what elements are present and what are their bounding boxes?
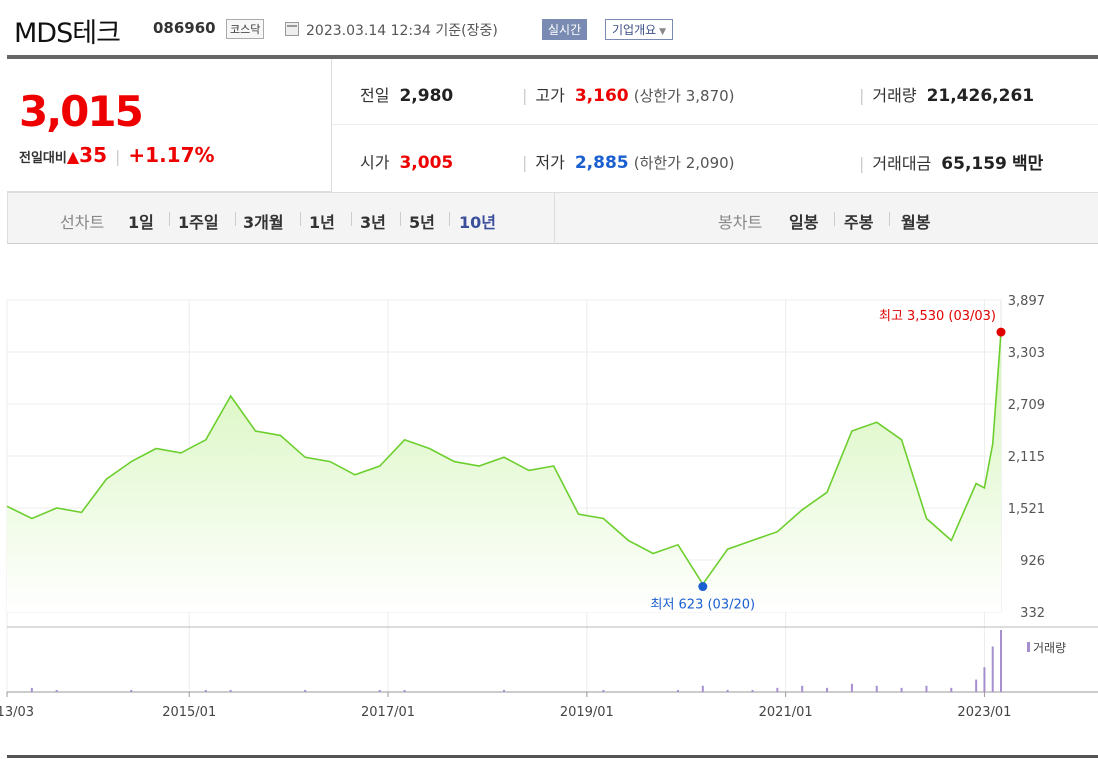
company-name: MDS테크 [14, 18, 121, 49]
period-10y[interactable]: 10년 [459, 213, 496, 232]
volume-bar [676, 689, 679, 692]
volume-bar [925, 685, 928, 692]
high-annotation: 최고 3,530 (03/03) [879, 309, 996, 324]
low-annotation: 최저 623 (03/20) [650, 598, 755, 613]
volume-bar [503, 689, 505, 692]
volume-bar [403, 689, 406, 692]
stock-header: MDS테크 086960 코스닥 2023.03.14 12:34 기준(장중)… [0, 0, 1098, 50]
volume-bar [55, 689, 58, 692]
x-tick-label: 2023/01 [957, 705, 1011, 720]
price-line [6, 332, 1002, 586]
volume-bar [726, 689, 729, 692]
candle-chart-label: 봉차트 [718, 213, 763, 232]
period-3m[interactable]: 3개월 [243, 213, 284, 232]
volume-bar [991, 646, 994, 692]
x-tick-label: 2017/01 [361, 705, 415, 720]
candle-monthly[interactable]: 월봉 [901, 213, 931, 232]
trade-amount: | 거래대금 65,159 백만 [859, 154, 1044, 174]
volume-bar [378, 689, 381, 692]
y-tick-label: 926 [1020, 554, 1045, 569]
volume: | 거래량 21,426,261 [859, 86, 1035, 106]
volume-bar [751, 689, 754, 692]
y-tick-label: 3,897 [1008, 294, 1045, 309]
x-tick-label: 2021/01 [759, 705, 813, 720]
low-marker [698, 582, 708, 592]
price-chart-svg: 3,897 3,303 2,709 2,115 1,521 926 332 2013/03 20… [0, 294, 1098, 720]
open-price: 시가 3,005 [360, 153, 454, 173]
volume-legend-swatch [1027, 642, 1030, 652]
calendar-icon [285, 22, 299, 36]
company-overview-label: 기업개요 [612, 23, 657, 37]
y-tick-label: 332 [1020, 606, 1045, 621]
bottom-divider [7, 755, 1098, 758]
change-value: 35 [79, 143, 107, 167]
quote-grid: 전일 2,980 | 고가 3,160 (상한가 3,870) | 거래량 21,426,… [332, 59, 1098, 192]
volume-bar [983, 667, 986, 692]
change-percent: +1.17% [128, 143, 215, 167]
x-tick-label: 2015/01 [162, 705, 216, 720]
high-price: | 고가 3,160 (상한가 3,870) [522, 86, 735, 106]
volume-bar [826, 687, 829, 692]
y-tick-label: 3,303 [1008, 346, 1045, 361]
stock-code: 086960 [153, 19, 216, 37]
candle-weekly[interactable]: 주봉 [844, 213, 874, 232]
price-chart[interactable]: 3,897 3,303 2,709 2,115 1,521 926 332 2013/03 20… [0, 286, 1098, 726]
current-price: 3,015 [19, 87, 144, 136]
price-area [7, 332, 1001, 612]
y-tick-label: 2,115 [1008, 450, 1045, 465]
up-arrow-icon: ▲ [66, 147, 80, 166]
x-tick-label: 2013/03 [0, 705, 34, 720]
market-badge: 코스닥 [226, 19, 265, 39]
volume-bar [875, 685, 878, 692]
line-chart-label: 선차트 [60, 213, 105, 232]
prev-close: 전일 2,980 [360, 86, 454, 106]
volume-bar [801, 685, 804, 692]
quote-row: 시가 3,005 | 저가 2,885 (하한가 2,090) | 거래대금 65,159… [332, 126, 1098, 192]
volume-bar [1000, 630, 1002, 692]
volume-bar [950, 687, 953, 692]
change-label: 전일대비 [19, 151, 67, 166]
low-price: | 저가 2,885 (하한가 2,090) [522, 153, 735, 173]
period-1w[interactable]: 1주일 [178, 213, 219, 232]
volume-bar [701, 685, 704, 692]
volume-bar [975, 679, 978, 692]
volume-bar [204, 689, 207, 692]
volume-bar [130, 689, 133, 692]
period-5y[interactable]: 5년 [409, 213, 435, 232]
timestamp: 2023.03.14 12:34 기준(장중) [306, 23, 498, 39]
volume-bar [900, 687, 903, 692]
change-row: 전일대비▲35 | +1.17% [19, 143, 215, 167]
candle-daily[interactable]: 일봉 [789, 213, 819, 232]
realtime-button[interactable]: 실시간 [542, 19, 588, 40]
volume-bar [602, 689, 605, 692]
company-overview-dropdown[interactable]: 기업개요 ▼ [605, 19, 674, 40]
volume-bar [776, 687, 779, 692]
volume-bar [850, 683, 853, 692]
chevron-down-icon: ▼ [659, 27, 667, 37]
period-bar: 선차트 1일 1주일 3개월 1년 3년 5년 10년 봉차트 일봉 주봉 월봉 [7, 192, 1098, 244]
volume-bar [229, 689, 232, 692]
quote-box: 3,015 전일대비▲35 | +1.17% 전일 2,980 | 고가 3,160 (상… [7, 55, 1098, 244]
volume-legend-label: 거래량 [1033, 641, 1066, 655]
volume-bar [304, 689, 307, 692]
period-1y[interactable]: 1년 [309, 213, 335, 232]
quote-row: 전일 2,980 | 고가 3,160 (상한가 3,870) | 거래량 21,426,… [332, 59, 1098, 125]
period-1d[interactable]: 1일 [128, 213, 154, 232]
volume-bar [30, 687, 33, 692]
y-tick-label: 2,709 [1008, 398, 1045, 413]
x-tick-label: 2019/01 [560, 705, 614, 720]
y-tick-label: 1,521 [1008, 502, 1045, 517]
price-panel: 3,015 전일대비▲35 | +1.17% [7, 59, 332, 192]
line-chart-periods: 선차트 1일 1주일 3개월 1년 3년 5년 10년 [8, 193, 555, 244]
period-3y[interactable]: 3년 [360, 213, 386, 232]
high-marker [996, 327, 1006, 337]
